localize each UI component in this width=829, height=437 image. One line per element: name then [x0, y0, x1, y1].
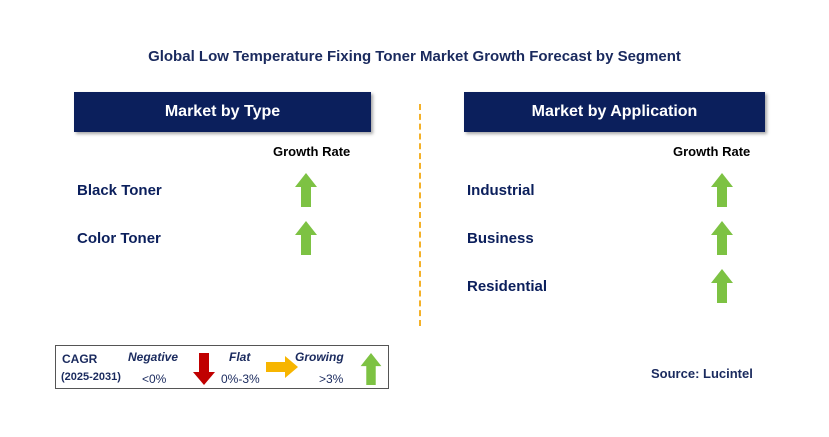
- row-label: Industrial: [467, 181, 535, 199]
- legend-period: (2025-2031): [61, 371, 121, 383]
- market-by-type-header: Market by Type: [74, 92, 371, 132]
- legend-negative-range: <0%: [142, 372, 167, 386]
- type-row-black-toner: Black Toner: [77, 172, 162, 208]
- growth-rate-label: Growth Rate: [673, 144, 751, 159]
- source-label: Source: Lucintel: [651, 366, 753, 381]
- up-arrow-icon: [295, 221, 317, 255]
- row-label: Residential: [467, 277, 548, 295]
- cagr-legend: CAGR (2025-2031) Negative <0% Flat 0%-3%…: [55, 345, 389, 389]
- application-row-business: Business: [467, 220, 534, 256]
- up-arrow-icon: [711, 269, 733, 303]
- panel-divider: [419, 104, 421, 326]
- up-arrow-icon: [360, 352, 382, 386]
- row-label: Business: [467, 229, 534, 247]
- row-label: Color Toner: [77, 229, 161, 247]
- market-by-application-panel: Market by Application Growth Rate Indust…: [464, 92, 765, 303]
- legend-flat-range: 0%-3%: [221, 372, 260, 386]
- market-by-application-header: Market by Application: [464, 92, 765, 132]
- up-arrow-icon: [295, 173, 317, 207]
- legend-flat-label: Flat: [229, 350, 251, 364]
- legend-growing-label: Growing: [295, 350, 344, 364]
- legend-growing-range: >3%: [319, 372, 344, 386]
- growth-rate-label: Growth Rate: [273, 144, 351, 159]
- chart-title: Global Low Temperature Fixing Toner Mark…: [148, 48, 681, 65]
- application-row-residential: Residential: [467, 268, 547, 304]
- row-label: Black Toner: [77, 181, 162, 199]
- legend-cagr-label: CAGR: [62, 352, 98, 366]
- legend-negative-label: Negative: [128, 350, 179, 364]
- market-by-type-panel: Market by Type Growth Rate Black Toner C…: [74, 92, 371, 255]
- up-arrow-icon: [711, 173, 733, 207]
- down-arrow-icon: [193, 353, 215, 385]
- up-arrow-icon: [711, 221, 733, 255]
- application-row-industrial: Industrial: [467, 172, 535, 208]
- type-row-color-toner: Color Toner: [77, 220, 161, 256]
- right-arrow-icon: [266, 356, 298, 378]
